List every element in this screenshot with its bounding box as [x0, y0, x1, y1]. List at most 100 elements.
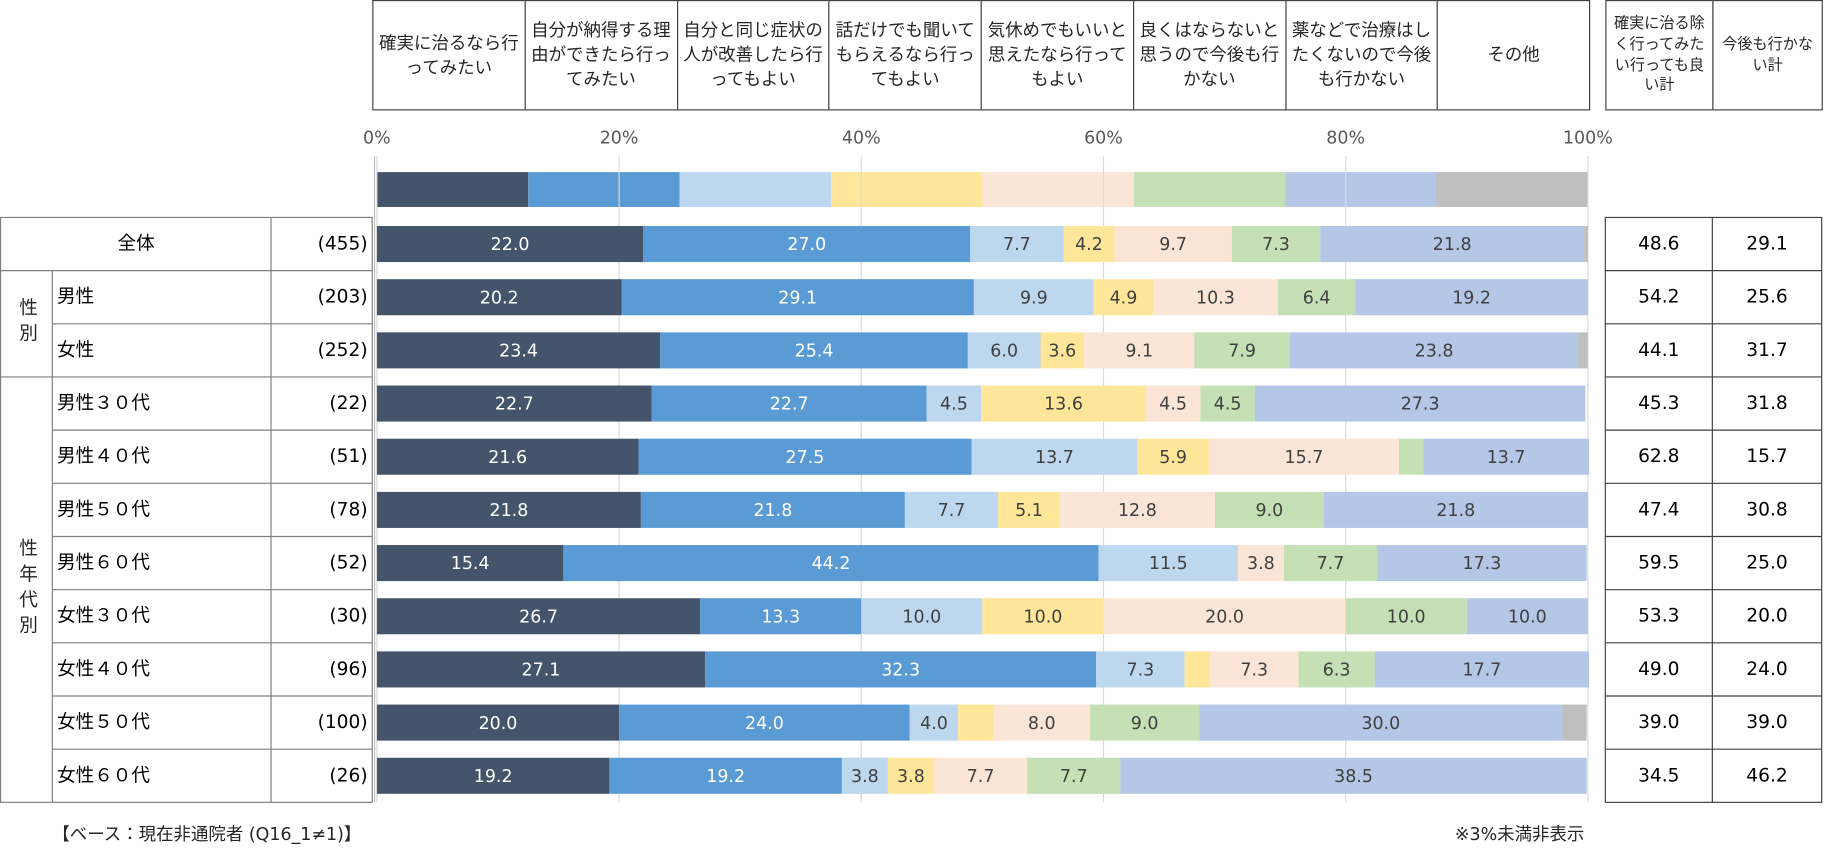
bar-segment	[643, 226, 971, 263]
sample-size: (96)	[329, 659, 367, 680]
bar-segment	[376, 491, 641, 528]
data-label: 21.8	[753, 501, 792, 521]
data-label: 27.0	[787, 235, 826, 255]
x-tick-label: 60%	[1084, 128, 1123, 148]
data-label: 19.2	[1452, 288, 1491, 308]
bar-segment	[1578, 332, 1588, 369]
bar-segment	[700, 598, 862, 635]
sample-size: (22)	[329, 393, 367, 414]
data-label: 21.8	[1436, 501, 1475, 521]
legend-swatch	[982, 172, 1134, 207]
data-label: 23.4	[499, 342, 538, 362]
bar-segment	[376, 332, 661, 369]
bar-segment	[1398, 438, 1424, 475]
summary-value: 49.0	[1638, 659, 1679, 680]
x-tick-label: 100%	[1563, 128, 1613, 148]
data-label: 9.0	[1131, 714, 1159, 734]
bar-segment	[621, 279, 974, 316]
row-label: 女性４０代	[57, 659, 150, 680]
data-label: 13.7	[1035, 448, 1074, 468]
data-label: 8.0	[1028, 714, 1056, 734]
bar-segment	[1584, 226, 1588, 263]
summary-frame	[1604, 216, 1823, 803]
data-label: 38.5	[1334, 767, 1373, 787]
summary-value: 47.4	[1638, 499, 1679, 520]
legend-swatch	[831, 172, 983, 207]
bar-segment	[981, 385, 1146, 422]
summary-value: 20.0	[1746, 606, 1787, 627]
row-label: 男性３０代	[57, 393, 150, 414]
data-label: 7.3	[1240, 661, 1268, 681]
data-label: 17.7	[1462, 661, 1501, 681]
bar-segment	[1345, 598, 1467, 635]
legend-header: 話だけでも聞いてもらえるなら行ってもよい	[828, 0, 982, 111]
summary-value: 54.2	[1638, 287, 1679, 308]
data-label: 21.6	[488, 448, 527, 468]
data-label: 12.8	[1118, 501, 1157, 521]
bar-segment	[705, 651, 1097, 688]
bar-segment	[1377, 545, 1587, 582]
summary-value: 39.0	[1746, 712, 1787, 733]
data-label: 20.0	[479, 714, 518, 734]
bar-segment	[376, 385, 652, 422]
data-label: 9.0	[1256, 501, 1284, 521]
summary-value: 30.8	[1746, 499, 1787, 520]
sample-size: (100)	[318, 712, 368, 733]
data-label: 10.0	[1387, 607, 1426, 627]
x-tick-label: 40%	[842, 128, 881, 148]
legend-header: 薬などで治療はしたくないので今後も行かない	[1284, 0, 1439, 111]
sample-size: (203)	[318, 287, 368, 308]
bar-segment	[1145, 385, 1201, 422]
bar-segment	[1063, 226, 1115, 263]
data-label: 13.6	[1044, 395, 1083, 415]
row-label: 男性	[57, 287, 94, 308]
data-label: 19.2	[474, 767, 513, 787]
bar-segment	[971, 438, 1138, 475]
row-label: 女性	[57, 340, 94, 361]
legend-header: 確実に治るなら行ってみたい	[372, 0, 526, 111]
bar-segment	[1114, 226, 1232, 263]
data-label: 21.8	[1433, 235, 1472, 255]
data-label: 26.7	[519, 607, 558, 627]
data-label: 10.0	[902, 607, 941, 627]
data-label: 4.5	[1159, 395, 1187, 415]
row-label: 男性４０代	[57, 446, 150, 467]
bar-segment	[1096, 651, 1185, 688]
data-label: 25.4	[795, 342, 834, 362]
bar-segment	[958, 704, 994, 741]
data-label: 7.7	[967, 767, 995, 787]
bar-segment	[376, 651, 706, 688]
data-label: 3.8	[897, 767, 925, 787]
data-label: 6.0	[990, 342, 1018, 362]
data-label: 20.2	[480, 288, 519, 308]
bar-segment	[973, 279, 1094, 316]
bar-segment	[1562, 704, 1587, 741]
row-label: 男性６０代	[57, 553, 150, 574]
data-label: 19.2	[706, 767, 745, 787]
legend-header: 良くはならないと思うので今後も行かない	[1132, 0, 1286, 111]
data-label: 11.5	[1149, 554, 1188, 574]
x-tick-label: 80%	[1326, 128, 1365, 148]
bar-segment	[1254, 385, 1586, 422]
data-label: 21.8	[489, 501, 528, 521]
bar-segment	[376, 545, 564, 582]
summary-header: 今後も行かない計	[1712, 0, 1823, 111]
legend-swatch	[679, 172, 832, 207]
data-label: 27.3	[1401, 395, 1440, 415]
data-label: 9.7	[1159, 235, 1187, 255]
legend-swatch	[1285, 172, 1437, 207]
legend-swatch	[528, 172, 680, 207]
data-label: 7.7	[1060, 767, 1088, 787]
bar-segment	[1027, 757, 1121, 794]
bar-segment	[933, 757, 1028, 794]
bar-segment	[1237, 545, 1284, 582]
bar-segment	[1289, 332, 1579, 369]
sample-size: (30)	[329, 606, 367, 627]
bar-segment	[909, 704, 959, 741]
bar-segment	[1374, 651, 1590, 688]
summary-value: 44.1	[1638, 340, 1679, 361]
data-label: 29.1	[778, 288, 817, 308]
data-label: 4.5	[1214, 395, 1242, 415]
data-label: 27.1	[522, 661, 561, 681]
data-label: 13.3	[761, 607, 800, 627]
